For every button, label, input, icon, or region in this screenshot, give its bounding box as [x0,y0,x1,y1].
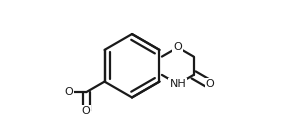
Text: O: O [173,43,182,52]
Text: O: O [205,79,214,89]
Text: NH: NH [169,79,186,89]
Text: O: O [65,87,73,97]
Text: O: O [82,106,90,116]
